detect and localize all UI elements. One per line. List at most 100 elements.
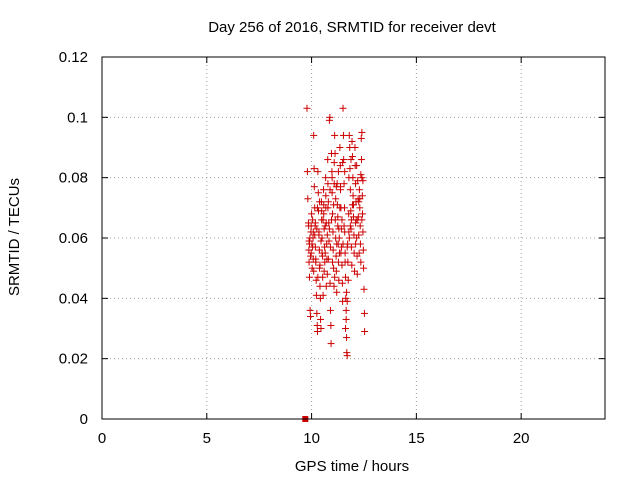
data-point <box>310 131 318 139</box>
data-point <box>313 225 321 233</box>
x-tick-label: 20 <box>513 430 530 447</box>
data-point <box>358 174 366 182</box>
data-point <box>305 273 313 281</box>
data-point <box>305 237 313 245</box>
data-point <box>310 165 318 173</box>
data-point <box>350 201 357 209</box>
data-point <box>355 198 363 206</box>
data-point <box>334 213 342 221</box>
data-point <box>355 186 363 194</box>
data-point <box>347 216 355 224</box>
data-point <box>306 306 314 314</box>
y-tick-label: 0.06 <box>59 230 88 247</box>
data-point <box>316 261 324 269</box>
data-point <box>332 252 340 260</box>
data-point <box>324 255 332 263</box>
data-point <box>335 276 343 284</box>
data-point <box>360 285 368 293</box>
data-point <box>361 328 369 336</box>
data-point <box>355 249 363 257</box>
data-point <box>334 258 342 266</box>
data-point <box>346 165 354 173</box>
data-point <box>314 168 322 176</box>
data-point <box>333 288 341 296</box>
data-point <box>336 204 344 212</box>
data-point <box>326 113 334 121</box>
data-point <box>348 137 356 145</box>
data-point <box>341 168 349 176</box>
data-point <box>319 216 327 224</box>
data-point <box>357 171 365 179</box>
data-point <box>324 180 332 188</box>
data-point <box>352 240 360 248</box>
data-point <box>325 225 333 233</box>
data-point <box>331 150 339 158</box>
data-point <box>322 282 330 290</box>
data-point <box>342 294 350 302</box>
data-point <box>318 234 326 242</box>
data-point <box>357 156 365 164</box>
data-point <box>310 267 318 275</box>
y-tick-label: 0.1 <box>67 109 88 126</box>
data-point <box>329 258 337 266</box>
data-point <box>359 210 367 218</box>
data-point <box>337 249 345 257</box>
data-point <box>359 228 367 236</box>
data-point <box>339 159 347 167</box>
data-point <box>314 273 322 281</box>
data-point <box>343 288 351 296</box>
data-point <box>323 270 331 278</box>
y-tick-label: 0.12 <box>59 49 88 66</box>
data-point <box>353 162 361 170</box>
data-point <box>358 216 366 224</box>
data-point <box>336 144 344 151</box>
data-point <box>322 174 330 182</box>
data-point <box>345 174 353 182</box>
data-point <box>327 216 335 224</box>
x-tick-label: 15 <box>408 430 425 447</box>
data-point <box>340 180 348 188</box>
data-point <box>322 192 330 200</box>
data-point <box>311 219 319 227</box>
data-point <box>335 234 343 242</box>
data-point <box>337 186 345 194</box>
data-point <box>326 306 334 314</box>
data-point <box>327 321 335 329</box>
data-point <box>344 276 352 284</box>
data-point <box>314 189 322 197</box>
data-point <box>313 309 321 317</box>
data-points <box>302 104 369 422</box>
x-tick-label: 10 <box>303 430 320 447</box>
data-point <box>317 325 325 332</box>
data-point <box>307 312 315 320</box>
data-point <box>357 134 365 142</box>
data-point <box>313 328 321 336</box>
data-point <box>333 240 341 248</box>
data-point <box>307 252 315 260</box>
data-point <box>360 264 368 272</box>
data-point <box>332 195 340 203</box>
data-point <box>320 267 328 275</box>
data-point <box>358 128 366 136</box>
data-point <box>330 180 338 188</box>
data-point <box>347 225 355 233</box>
data-point <box>343 297 351 305</box>
data-point <box>331 273 339 281</box>
data-point <box>357 258 365 266</box>
data-point <box>316 198 324 206</box>
y-axis-label: SRMTID / TECUs <box>6 178 23 296</box>
data-point <box>330 282 338 290</box>
data-point <box>348 261 356 269</box>
data-point <box>308 210 316 218</box>
data-point <box>339 131 347 139</box>
data-point <box>341 258 349 266</box>
data-point <box>346 186 354 194</box>
data-point <box>329 210 337 218</box>
y-tick-label: 0.04 <box>59 290 88 307</box>
data-point <box>343 243 351 251</box>
axis-ticks: 0 5 10 15 20 0 0.02 0.04 0.06 0.08 0.1 0.12 <box>59 49 605 447</box>
data-point <box>313 321 321 329</box>
data-point <box>323 231 331 239</box>
data-point <box>317 315 325 323</box>
